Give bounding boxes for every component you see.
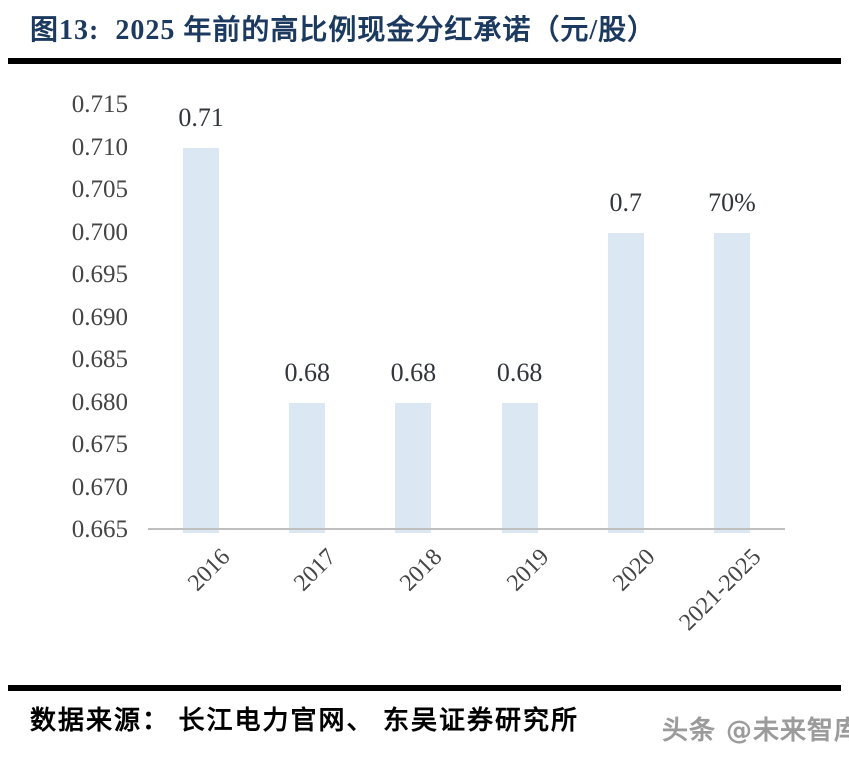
y-tick-0.685: 0.685 [71, 346, 128, 373]
x-tick-2017: 2017 [289, 544, 342, 597]
bar-2018 [395, 402, 432, 533]
figure-title: 图13: 2025 年前的高比例现金分红承诺（元/股） [30, 8, 656, 48]
x-axis-line [148, 528, 785, 530]
bar-value-label-2020: 0.7 [609, 187, 643, 217]
y-tick-0.680: 0.680 [71, 388, 128, 416]
x-tick-2019: 2019 [501, 544, 554, 597]
bar-value-label-2021-2025: 70% [708, 187, 756, 217]
bar-2016 [183, 147, 220, 533]
bar-2021-2025 [713, 232, 750, 533]
x-tick-2018: 2018 [395, 544, 448, 597]
y-tick-0.675: 0.675 [71, 431, 128, 458]
bar-value-label-2017: 0.68 [284, 357, 331, 387]
data-source-text: 数据来源： 长江电力官网、 东吴证券研究所 [30, 706, 580, 735]
bar-2017 [289, 402, 326, 533]
bar-2019 [501, 402, 538, 533]
bar-value-label-2016: 0.71 [178, 102, 224, 132]
bar-value-label-2018: 0.68 [390, 357, 437, 387]
watermark-text: 头条 @未来智库 [662, 716, 849, 746]
bar-2020 [607, 232, 644, 533]
y-tick-0.705: 0.705 [71, 176, 128, 203]
figure-number-label: 图13: [30, 15, 100, 46]
bottom-divider [8, 685, 841, 691]
bar-value-label-2019: 0.68 [496, 357, 543, 387]
figure-title-text: 2025 年前的高比例现金分红承诺（元/股） [115, 15, 657, 46]
x-tick-2020: 2020 [607, 544, 661, 597]
y-tick-0.695: 0.695 [71, 261, 128, 288]
y-tick-0.710: 0.710 [71, 133, 128, 161]
y-tick-0.665: 0.665 [71, 516, 128, 543]
y-tick-0.670: 0.670 [71, 473, 128, 501]
top-divider [8, 58, 841, 64]
x-tick-2016: 2016 [183, 544, 236, 597]
y-tick-0.690: 0.690 [71, 303, 128, 331]
y-tick-0.700: 0.700 [71, 218, 128, 246]
x-tick-2021-2025: 2021-2025 [674, 544, 767, 636]
y-tick-0.715: 0.715 [71, 91, 128, 118]
